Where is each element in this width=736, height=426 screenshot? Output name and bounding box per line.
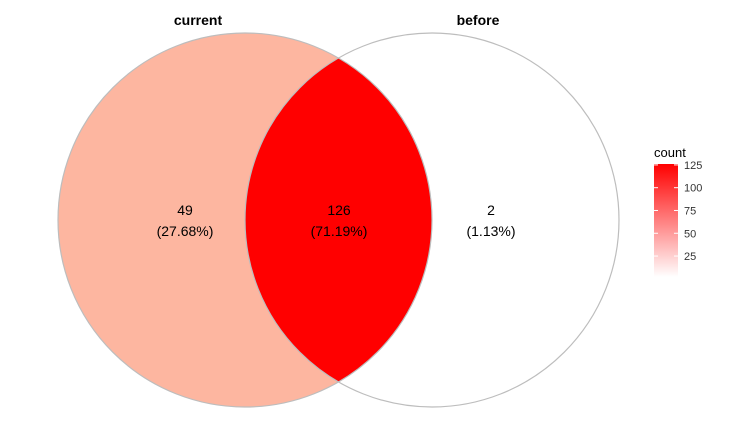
- region-percent-current-only: (27.68%): [157, 223, 214, 239]
- legend-tick-label: 125: [684, 160, 702, 172]
- venn-region-intersection: [245, 33, 432, 407]
- color-legend: count 25 50 75 100 125: [654, 145, 702, 277]
- venn-circle-before-outline: [244, 32, 620, 408]
- legend-tick-label: 75: [684, 205, 696, 217]
- set-title-current: current: [174, 12, 223, 28]
- legend-tick-label: 50: [684, 228, 696, 240]
- legend-colorbar: [654, 164, 678, 277]
- legend-title: count: [654, 145, 686, 160]
- region-count-before-only: 2: [487, 202, 495, 218]
- set-title-before: before: [457, 12, 500, 28]
- legend-tick-label: 25: [684, 251, 696, 263]
- venn-circle-current-outline: [57, 32, 433, 408]
- region-percent-intersection: (71.19%): [311, 223, 368, 239]
- region-percent-before-only: (1.13%): [466, 223, 515, 239]
- region-count-intersection: 126: [327, 202, 351, 218]
- legend-ticks: 25 50 75 100 125: [654, 160, 702, 263]
- region-count-current-only: 49: [177, 202, 193, 218]
- legend-tick-label: 100: [684, 183, 702, 195]
